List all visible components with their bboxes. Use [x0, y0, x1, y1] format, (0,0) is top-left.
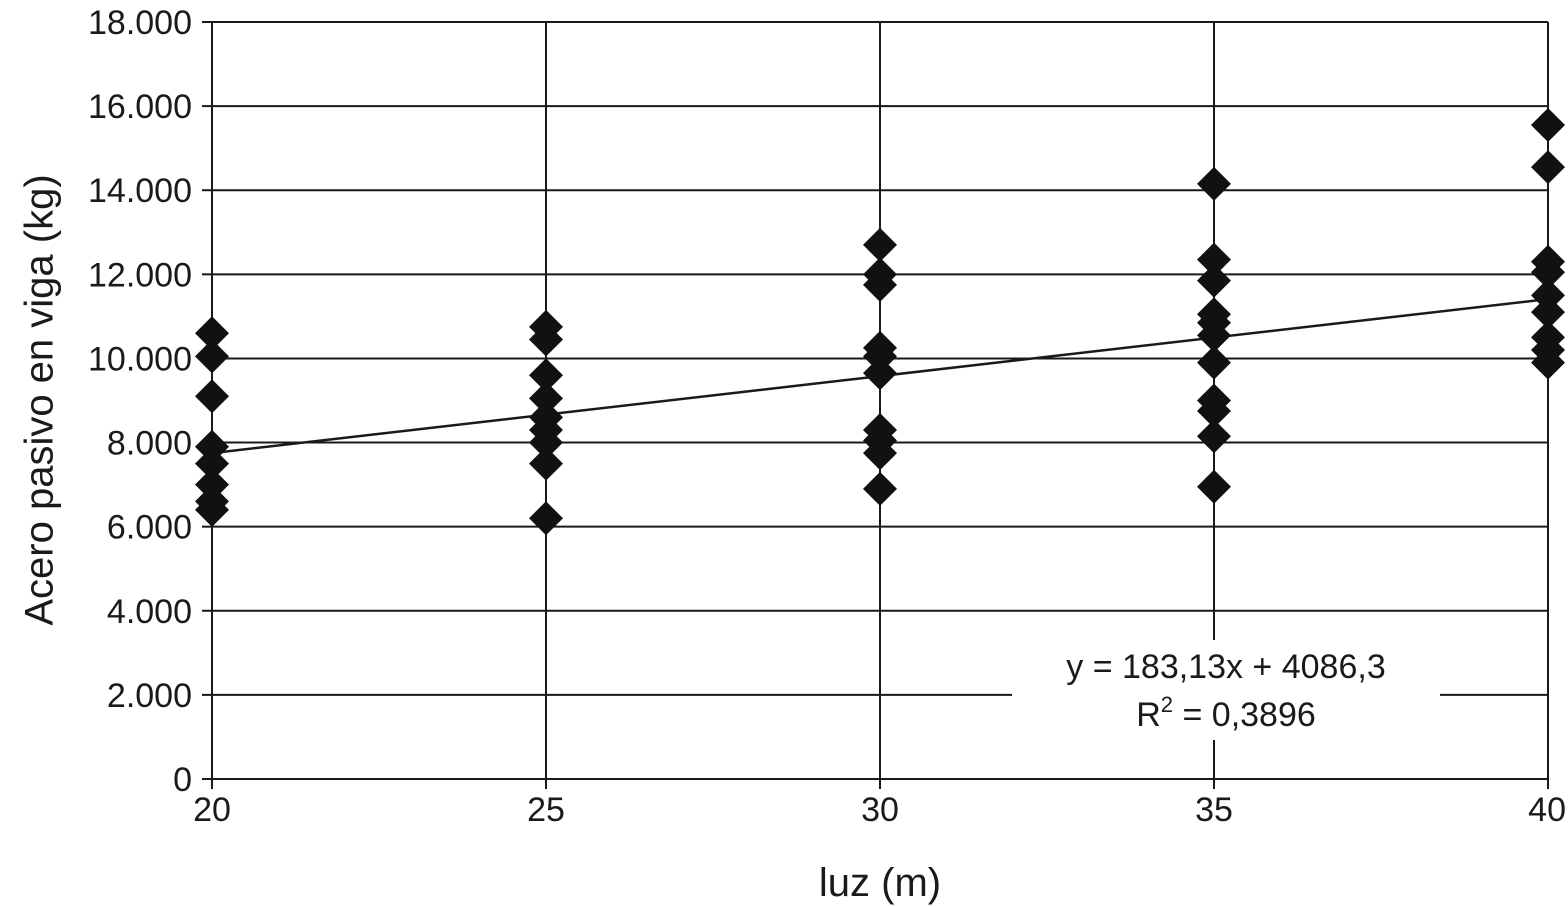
data-point-35	[1197, 394, 1231, 429]
y-tick-label-9: 18.000	[88, 4, 192, 42]
data-point-14	[529, 425, 563, 460]
data-point-9	[529, 322, 563, 357]
x-tick-labels: 20 25 30 35 40	[193, 791, 1566, 829]
data-point-0	[195, 316, 229, 351]
data-point-26	[863, 471, 897, 506]
data-point-2	[195, 379, 229, 414]
data-point-37	[1197, 469, 1231, 504]
y-tick-label-6: 12.000	[88, 256, 192, 294]
data-point-22	[863, 356, 897, 391]
y-axis-title: Acero pasivo en viga (kg)	[18, 174, 62, 625]
x-axis-title: luz (m)	[819, 861, 941, 905]
x-tick-label-3: 35	[1195, 791, 1233, 829]
trendline-r2: R2 = 0,3896	[1136, 692, 1316, 734]
data-point-4	[195, 446, 229, 481]
y-tick-label-7: 14.000	[88, 172, 192, 210]
y-tick-label-5: 10.000	[88, 340, 192, 378]
data-point-39	[1531, 150, 1565, 185]
data-point-16	[529, 501, 563, 536]
data-point-43	[1531, 295, 1565, 330]
x-tick-label-1: 25	[527, 791, 565, 829]
y-tick-labels: 0 2.000 4.000 6.000 8.000 10.000 12.000 14.000 1…	[88, 4, 192, 799]
data-point-33	[1197, 345, 1231, 380]
data-point-29	[1197, 263, 1231, 298]
y-tick-label-8: 16.000	[88, 88, 192, 126]
data-point-27	[1197, 166, 1231, 201]
data-point-7	[195, 492, 229, 527]
r2-exponent: 2	[1161, 692, 1173, 717]
data-point-38	[1531, 108, 1565, 143]
trendline-equation: y = 183,13x + 4086,3	[1066, 648, 1385, 686]
data-point-19	[863, 267, 897, 302]
data-point-28	[1197, 242, 1231, 277]
data-point-25	[863, 436, 897, 471]
data-point-10	[529, 358, 563, 393]
x-tick-label-4: 40	[1528, 791, 1566, 829]
y-tick-label-3: 6.000	[107, 509, 192, 547]
x-tick-label-0: 20	[193, 791, 231, 829]
data-points	[195, 108, 1565, 536]
data-point-11	[529, 381, 563, 416]
data-point-15	[529, 446, 563, 481]
data-point-41	[1531, 255, 1565, 290]
y-tick-label-2: 4.000	[107, 593, 192, 631]
data-point-1	[195, 339, 229, 374]
equation-label-background	[1012, 640, 1440, 740]
r2-prefix: R	[1136, 696, 1161, 734]
y-tick-label-4: 8.000	[107, 425, 192, 463]
r2-value: = 0,3896	[1173, 696, 1316, 734]
data-point-17	[863, 227, 897, 262]
data-point-36	[1197, 419, 1231, 454]
data-point-46	[1531, 345, 1565, 380]
y-tick-label-0: 0	[173, 761, 192, 799]
y-tick-label-1: 2.000	[107, 677, 192, 715]
x-tick-label-2: 30	[861, 791, 899, 829]
data-point-32	[1197, 318, 1231, 353]
